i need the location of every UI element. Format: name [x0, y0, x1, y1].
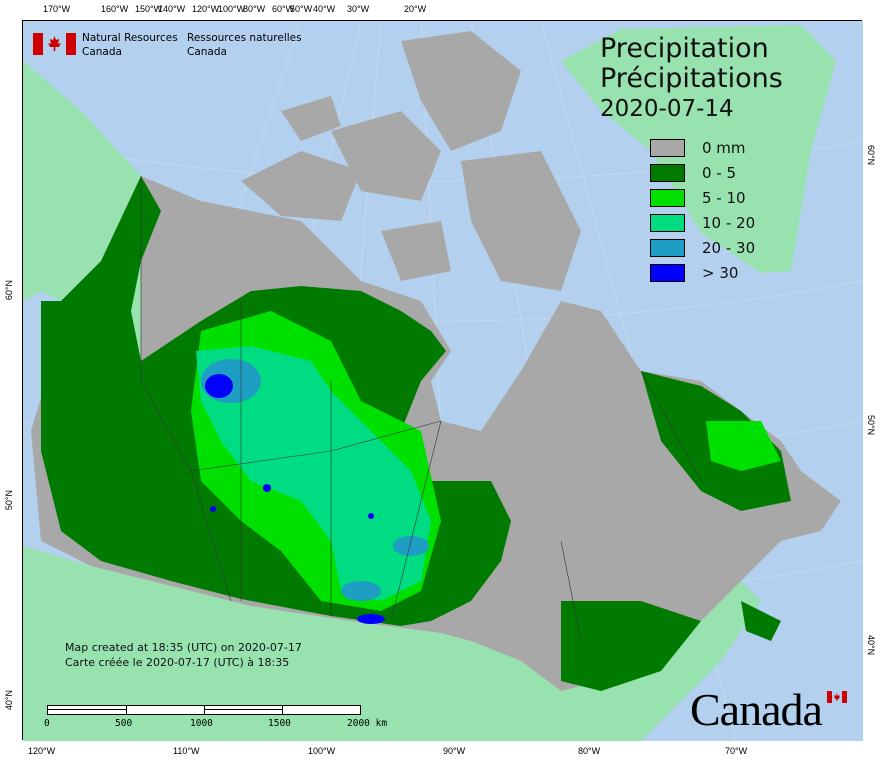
map-created-note: Map created at 18:35 (UTC) on 2020-07-17…: [65, 640, 302, 670]
top-tick: 120°W: [192, 4, 220, 14]
top-tick: 50°W: [290, 4, 313, 14]
bottom-tick: 90°W: [443, 746, 466, 756]
scale-label: 500: [115, 718, 133, 729]
scale-bar: [47, 705, 361, 715]
org-en-line1: Natural Resources: [82, 32, 178, 44]
bottom-tick: 80°W: [578, 746, 601, 756]
legend-label: 0 - 5: [702, 163, 737, 182]
bottom-tick: 110°W: [173, 746, 200, 756]
title-en: Precipitation: [600, 33, 769, 64]
canada-flag-icon: [33, 33, 76, 55]
wordmark-flag-icon: [827, 691, 847, 703]
left-tick: 50°N: [4, 490, 14, 511]
greenland: [561, 25, 836, 273]
org-name-fr: Ressources naturelles Canada: [187, 31, 302, 59]
title-fr: Précipitations: [600, 63, 783, 94]
precip-10-20: [196, 346, 431, 601]
precip-5-10-east: [706, 421, 781, 471]
precip-over-30: [205, 374, 385, 624]
legend-label: 0 mm: [702, 138, 746, 157]
legend-item: > 30: [650, 260, 755, 285]
org-fr-line1: Ressources naturelles: [187, 32, 302, 44]
created-en: Map created at 18:35 (UTC) on 2020-07-17: [65, 641, 302, 654]
legend-swatch: [650, 163, 685, 182]
top-tick: 20°W: [404, 4, 427, 14]
top-tick: 30°W: [347, 4, 370, 14]
map-date: 2020-07-14: [600, 96, 734, 122]
scale-label: 1000: [190, 718, 213, 729]
org-name-en: Natural Resources Canada: [82, 31, 178, 59]
legend-item: 5 - 10: [650, 185, 755, 210]
wordmark-text: Canada: [690, 684, 823, 735]
top-tick: 100°W: [218, 4, 246, 14]
legend: 0 mm 0 - 5 5 - 10 10 - 20 20 - 30 > 30: [650, 135, 755, 285]
top-tick: 170°W: [43, 4, 71, 14]
org-en-line2: Canada: [82, 46, 122, 58]
legend-item: 20 - 30: [650, 235, 755, 260]
right-tick: 40°N: [866, 635, 876, 656]
right-tick: 50°N: [866, 415, 876, 436]
legend-swatch: [650, 263, 685, 282]
map-title: Precipitation Précipitations: [600, 34, 783, 94]
top-tick: 60°W: [272, 4, 295, 14]
legend-label: 5 - 10: [702, 188, 746, 207]
legend-label: > 30: [702, 263, 739, 282]
org-fr-line2: Canada: [187, 46, 227, 58]
legend-swatch: [650, 238, 685, 257]
legend-item: 0 mm: [650, 135, 755, 160]
legend-item: 0 - 5: [650, 160, 755, 185]
united-states: [23, 546, 761, 741]
legend-label: 20 - 30: [702, 238, 756, 257]
top-tick: 140°W: [158, 4, 186, 14]
left-tick: 40°N: [4, 690, 14, 711]
map-frame[interactable]: [22, 20, 864, 742]
legend-label: 10 - 20: [702, 213, 756, 232]
scale-label: 2000 km: [347, 718, 388, 729]
legend-swatch: [650, 188, 685, 207]
province-boundaries: [140, 176, 702, 642]
legend-swatch: [650, 213, 685, 232]
legend-item: 10 - 20: [650, 210, 755, 235]
bottom-tick: 70°W: [725, 746, 748, 756]
map-canvas: [22, 20, 864, 742]
scale-label: 0: [44, 718, 50, 729]
top-tick: 160°W: [101, 4, 129, 14]
top-tick: 150°W: [135, 4, 163, 14]
canada-wordmark: Canada: [690, 683, 847, 736]
bottom-tick: 100°W: [308, 746, 336, 756]
top-tick: 80°W: [243, 4, 266, 14]
left-tick: 60°N: [4, 280, 14, 301]
legend-swatch: [650, 138, 685, 157]
top-tick: 40°W: [313, 4, 336, 14]
bottom-tick: 120°W: [28, 746, 56, 756]
created-fr: Carte créée le 2020-07-17 (UTC) à 18:35: [65, 656, 290, 669]
right-tick: 60°N: [866, 145, 876, 166]
scale-label: 1500: [268, 718, 291, 729]
